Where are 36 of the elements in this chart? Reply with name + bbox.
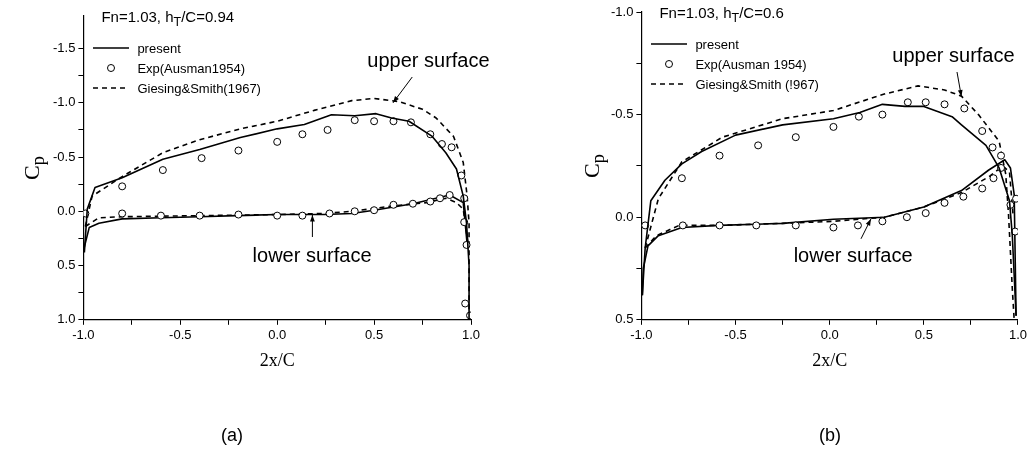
y-tick-label: -1.0	[52, 94, 76, 110]
y-tick-label: 0.5	[615, 311, 634, 327]
annotation: upper surface	[891, 43, 1016, 69]
y-tick-label: -0.5	[52, 148, 76, 164]
annotation: lower surface	[251, 242, 373, 268]
y-tick-label: 1.0	[57, 311, 76, 327]
text: (a)	[220, 425, 244, 446]
y-tick-label: -0.5	[610, 106, 634, 122]
legend-label: Exp(Ausman 1954)	[695, 56, 807, 72]
x-tick-label: 0.5	[365, 327, 384, 343]
annotation: lower surface	[792, 243, 914, 269]
text: (b)	[818, 425, 842, 446]
legend-label: Giesing&Smith (!967)	[695, 76, 819, 92]
x-tick-label: -1.0	[72, 327, 95, 343]
x-tick-label: 0.5	[914, 327, 933, 343]
x-tick-label: -0.5	[724, 327, 747, 343]
y-tick-label: 0.0	[57, 202, 76, 218]
chart-title: Fn=1.03, h$_{T}$/C=0.94	[101, 8, 235, 29]
x-tick-label: 1.0	[1008, 327, 1027, 343]
x-axis-title: 2x/C	[812, 349, 848, 370]
x-axis-title: 2x/C	[259, 349, 295, 370]
x-tick-label: 0.0	[268, 327, 287, 343]
y-tick-label: 0.0	[615, 208, 634, 224]
x-tick-label: 0.0	[820, 327, 839, 343]
legend-label: Exp(Ausman1954)	[137, 60, 246, 76]
legend-label: Giesing&Smith(1967)	[137, 80, 261, 96]
legend-label: present	[695, 36, 739, 52]
x-tick-label: -1.0	[630, 327, 653, 343]
annotation: upper surface	[366, 47, 491, 73]
chart-title: Fn=1.03, h$_{T}$/C=0.6	[659, 4, 784, 25]
y-tick-label: -1.5	[52, 40, 76, 56]
x-tick-label: -0.5	[169, 327, 192, 343]
y-tick-label: -1.0	[610, 3, 634, 19]
legend-label: present	[137, 40, 181, 56]
x-tick-label: 1.0	[461, 327, 481, 343]
y-tick-label: 0.5	[57, 257, 76, 273]
